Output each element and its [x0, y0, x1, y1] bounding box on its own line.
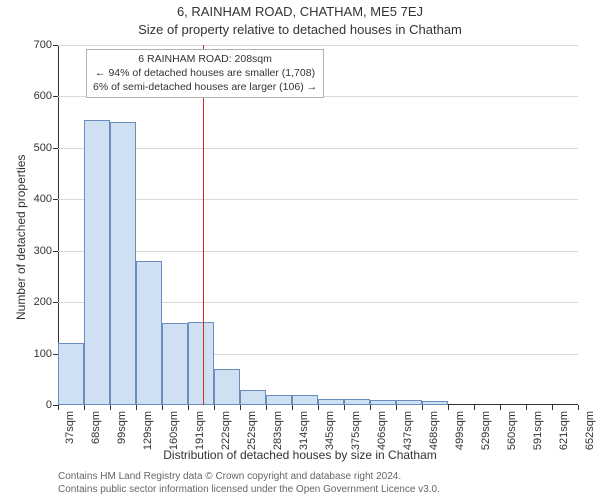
- info-box-smaller: ← 94% of detached houses are smaller (1,…: [93, 66, 317, 80]
- x-tick-mark: [84, 405, 85, 410]
- x-tick-label: 252sqm: [244, 411, 258, 450]
- y-axis-label: Number of detached properties: [14, 155, 28, 320]
- property-marker-line: [203, 45, 204, 405]
- x-tick-mark: [266, 405, 267, 410]
- x-tick-label: 222sqm: [218, 411, 232, 450]
- histogram-bar: [110, 122, 136, 405]
- info-box-title: 6 RAINHAM ROAD: 208sqm: [93, 52, 317, 66]
- y-tick-mark: [53, 199, 58, 200]
- footer-line-1: Contains HM Land Registry data © Crown c…: [58, 470, 440, 483]
- x-tick-mark: [448, 405, 449, 410]
- x-tick-label: 99sqm: [114, 411, 128, 444]
- y-tick-mark: [53, 96, 58, 97]
- grid-line: [58, 251, 578, 252]
- y-tick-mark: [53, 148, 58, 149]
- x-axis-label: Distribution of detached houses by size …: [0, 448, 600, 462]
- histogram-bar: [370, 400, 396, 405]
- x-tick-mark: [136, 405, 137, 410]
- histogram-bar: [162, 323, 188, 405]
- x-tick-mark: [526, 405, 527, 410]
- grid-line: [58, 199, 578, 200]
- x-tick-label: 591sqm: [530, 411, 544, 450]
- x-tick-label: 529sqm: [478, 411, 492, 450]
- y-tick-mark: [53, 302, 58, 303]
- x-tick-mark: [318, 405, 319, 410]
- x-tick-mark: [344, 405, 345, 410]
- x-tick-mark: [240, 405, 241, 410]
- x-tick-label: 345sqm: [322, 411, 336, 450]
- x-tick-mark: [292, 405, 293, 410]
- info-box-larger: 6% of semi-detached houses are larger (1…: [93, 80, 317, 94]
- x-tick-label: 191sqm: [192, 411, 206, 450]
- histogram-bar: [344, 399, 370, 405]
- x-tick-mark: [188, 405, 189, 410]
- x-tick-mark: [500, 405, 501, 410]
- info-box: 6 RAINHAM ROAD: 208sqm← 94% of detached …: [86, 49, 324, 98]
- x-tick-label: 314sqm: [296, 411, 310, 450]
- x-tick-mark: [110, 405, 111, 410]
- histogram-bar: [422, 401, 448, 405]
- x-tick-label: 652sqm: [582, 411, 596, 450]
- x-tick-label: 560sqm: [504, 411, 518, 450]
- x-tick-label: 283sqm: [270, 411, 284, 450]
- plot-area: 010020030040050060070037sqm68sqm99sqm129…: [58, 45, 578, 405]
- x-tick-label: 468sqm: [426, 411, 440, 450]
- y-tick-mark: [53, 45, 58, 46]
- histogram-bar: [240, 390, 266, 405]
- x-tick-label: 406sqm: [374, 411, 388, 450]
- x-tick-mark: [214, 405, 215, 410]
- x-tick-label: 37sqm: [62, 411, 76, 444]
- x-tick-mark: [552, 405, 553, 410]
- x-tick-label: 160sqm: [166, 411, 180, 450]
- x-tick-label: 68sqm: [88, 411, 102, 444]
- x-tick-mark: [396, 405, 397, 410]
- x-tick-mark: [370, 405, 371, 410]
- grid-line: [58, 148, 578, 149]
- footer-attribution: Contains HM Land Registry data © Crown c…: [58, 470, 440, 496]
- histogram-bar: [58, 343, 84, 405]
- histogram-bar: [396, 400, 422, 405]
- x-tick-label: 499sqm: [452, 411, 466, 450]
- histogram-bar: [188, 322, 214, 405]
- y-tick-mark: [53, 251, 58, 252]
- x-tick-mark: [422, 405, 423, 410]
- title-subtitle: Size of property relative to detached ho…: [0, 22, 600, 37]
- histogram-bar: [266, 395, 292, 405]
- histogram-bar: [84, 120, 110, 405]
- x-tick-label: 621sqm: [556, 411, 570, 450]
- x-tick-label: 437sqm: [400, 411, 414, 450]
- grid-line: [58, 45, 578, 46]
- histogram-bar: [214, 369, 240, 405]
- chart-container: 6, RAINHAM ROAD, CHATHAM, ME5 7EJ Size o…: [0, 0, 600, 500]
- footer-line-2: Contains public sector information licen…: [58, 483, 440, 496]
- x-tick-label: 375sqm: [348, 411, 362, 450]
- histogram-bar: [136, 261, 162, 405]
- x-tick-mark: [474, 405, 475, 410]
- histogram-bar: [292, 395, 318, 405]
- x-tick-mark: [578, 405, 579, 410]
- x-tick-mark: [162, 405, 163, 410]
- x-tick-mark: [58, 405, 59, 410]
- histogram-bar: [318, 399, 344, 405]
- x-tick-label: 129sqm: [140, 411, 154, 450]
- title-address: 6, RAINHAM ROAD, CHATHAM, ME5 7EJ: [0, 4, 600, 19]
